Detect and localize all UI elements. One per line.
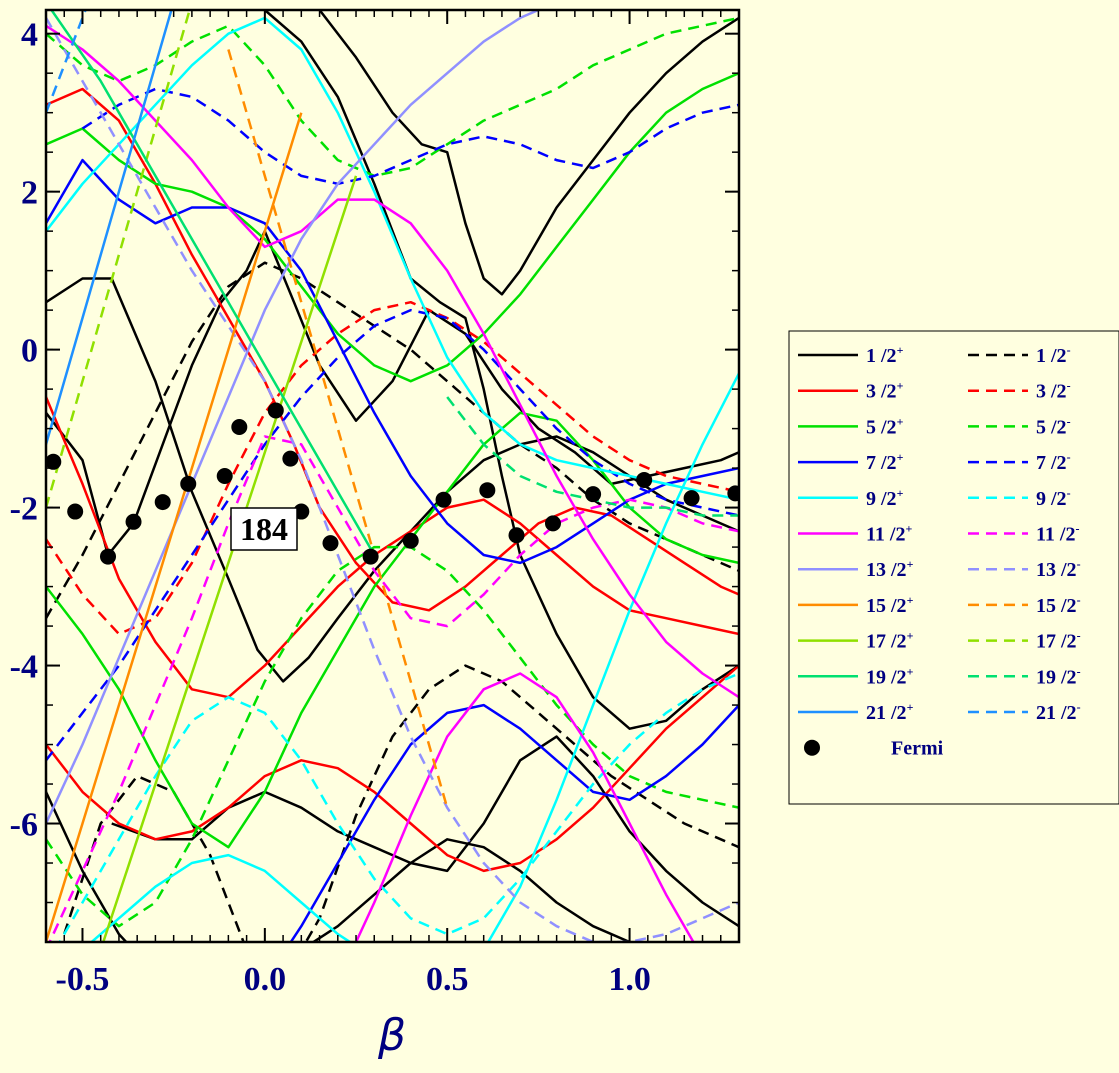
legend-label-21: 21 /2-	[1036, 700, 1081, 724]
fermi-point-9	[282, 450, 299, 467]
legend-label-2: 3 /2+	[866, 379, 904, 403]
legend-label-6: 7 /2+	[866, 450, 904, 474]
legend-label-14: 15 /2+	[866, 593, 914, 617]
series-line-20	[89, 372, 739, 942]
y-tick-label-3: -2	[10, 491, 38, 528]
fermi-point-6	[216, 468, 233, 484]
series-line-34	[46, 10, 173, 445]
x-tick-label-1: 0.0	[244, 961, 287, 998]
fermi-point-2	[100, 548, 117, 565]
fermi-point-15	[479, 482, 496, 499]
fermi-point-1	[67, 503, 84, 520]
series-line-17	[289, 703, 739, 942]
series-line-6	[46, 261, 739, 619]
x-tick-label-0: -0.5	[56, 961, 110, 998]
series-line-29	[227, 49, 449, 809]
fermi-point-3	[125, 513, 142, 530]
legend-fermi-marker	[804, 739, 820, 756]
annotation-group: 184	[230, 507, 298, 551]
legend-label-10: 11 /2+	[866, 522, 912, 546]
fermi-point-21	[727, 485, 739, 502]
series-line-22	[58, 672, 739, 942]
fermi-point-12	[362, 548, 379, 565]
series-line-4	[263, 10, 739, 730]
fermi-point-11	[322, 535, 339, 552]
x-axis-label: β	[377, 1010, 406, 1061]
legend-label-20: 21 /2+	[866, 700, 914, 724]
series-line-15	[46, 16, 739, 178]
series-line-9	[46, 87, 739, 612]
series-line-2	[46, 791, 636, 942]
series-line-23	[46, 24, 739, 699]
legend-box	[788, 330, 1119, 805]
fermi-point-0	[46, 453, 62, 470]
legend-label-12: 13 /2+	[866, 557, 914, 581]
legend-label-7: 7 /2-	[1036, 450, 1071, 474]
series-line-27	[46, 17, 739, 942]
legend-label-4: 5 /2+	[866, 414, 904, 438]
x-tick-label-3: 1.0	[608, 961, 651, 998]
fermi-point-19	[636, 471, 653, 488]
series-line-32	[49, 10, 376, 556]
series-line-26	[46, 10, 542, 825]
legend-label-1: 1 /2-	[1036, 343, 1071, 367]
legend-label-17: 17 /2-	[1036, 629, 1081, 653]
fermi-point-17	[544, 515, 561, 532]
fermi-point-18	[585, 486, 602, 503]
fermi-point-8	[267, 402, 284, 419]
legend-label-19: 19 /2-	[1036, 664, 1081, 688]
fermi-point-16	[508, 527, 525, 544]
fermi-point-7	[231, 419, 248, 436]
legend-label-9: 9 /2-	[1036, 486, 1071, 510]
series-line-10	[46, 664, 739, 873]
series-line-30	[101, 175, 358, 942]
y-tick-label-2: 0	[21, 333, 38, 370]
legend-label-3: 3 /2-	[1036, 379, 1071, 403]
series-line-19	[81, 87, 739, 186]
fermi-point-5	[180, 475, 197, 492]
legend-label-15: 15 /2-	[1036, 593, 1081, 617]
legend-fermi-label: Fermi	[891, 738, 944, 760]
fermi-markers	[46, 402, 739, 565]
fermi-point-4	[154, 494, 171, 511]
legend-label-11: 11 /2-	[1036, 522, 1079, 546]
series-line-18	[46, 308, 739, 762]
legend-label-5: 5 /2-	[1036, 414, 1071, 438]
fermi-point-13	[402, 532, 419, 549]
series-line-31	[46, 10, 191, 508]
annotation-box	[230, 507, 298, 551]
series-line-24	[354, 672, 695, 942]
x-tick-label-2: 0.5	[426, 961, 469, 998]
legend-label-16: 17 /2+	[866, 629, 914, 653]
series-line-28	[46, 112, 303, 942]
series-line-21	[46, 16, 739, 501]
series-line-11	[46, 300, 739, 636]
legend: 1 /2+ 1 /2- 3 /2+ 3 /2- 5 /2+ 5 /2- 7 /2+ 7 /2-…	[788, 330, 1119, 805]
axis-ticks: -0.5 0.0 0.5 1.0 4 2 0 -2 -4 -6	[10, 10, 739, 998]
series-line-8	[46, 396, 739, 699]
fermi-point-14	[435, 491, 452, 508]
legend-label-0: 1 /2+	[866, 343, 904, 367]
y-tick-label-4: -4	[10, 649, 38, 686]
series-lines	[46, 10, 739, 942]
series-line-16	[46, 158, 739, 565]
y-tick-label-0: 4	[21, 17, 38, 54]
y-tick-label-1: 2	[21, 175, 38, 212]
series-line-7	[63, 664, 739, 942]
fermi-point-20	[683, 490, 700, 507]
series-line-5	[318, 10, 739, 296]
annotation-text: 184	[240, 511, 288, 547]
series-line-14	[46, 545, 739, 928]
series-line-12	[46, 411, 739, 849]
legend-label-8: 9 /2+	[866, 486, 904, 510]
legend-label-13: 13 /2-	[1036, 557, 1081, 581]
y-tick-label-5: -6	[10, 807, 38, 844]
legend-label-18: 19 /2+	[866, 664, 914, 688]
